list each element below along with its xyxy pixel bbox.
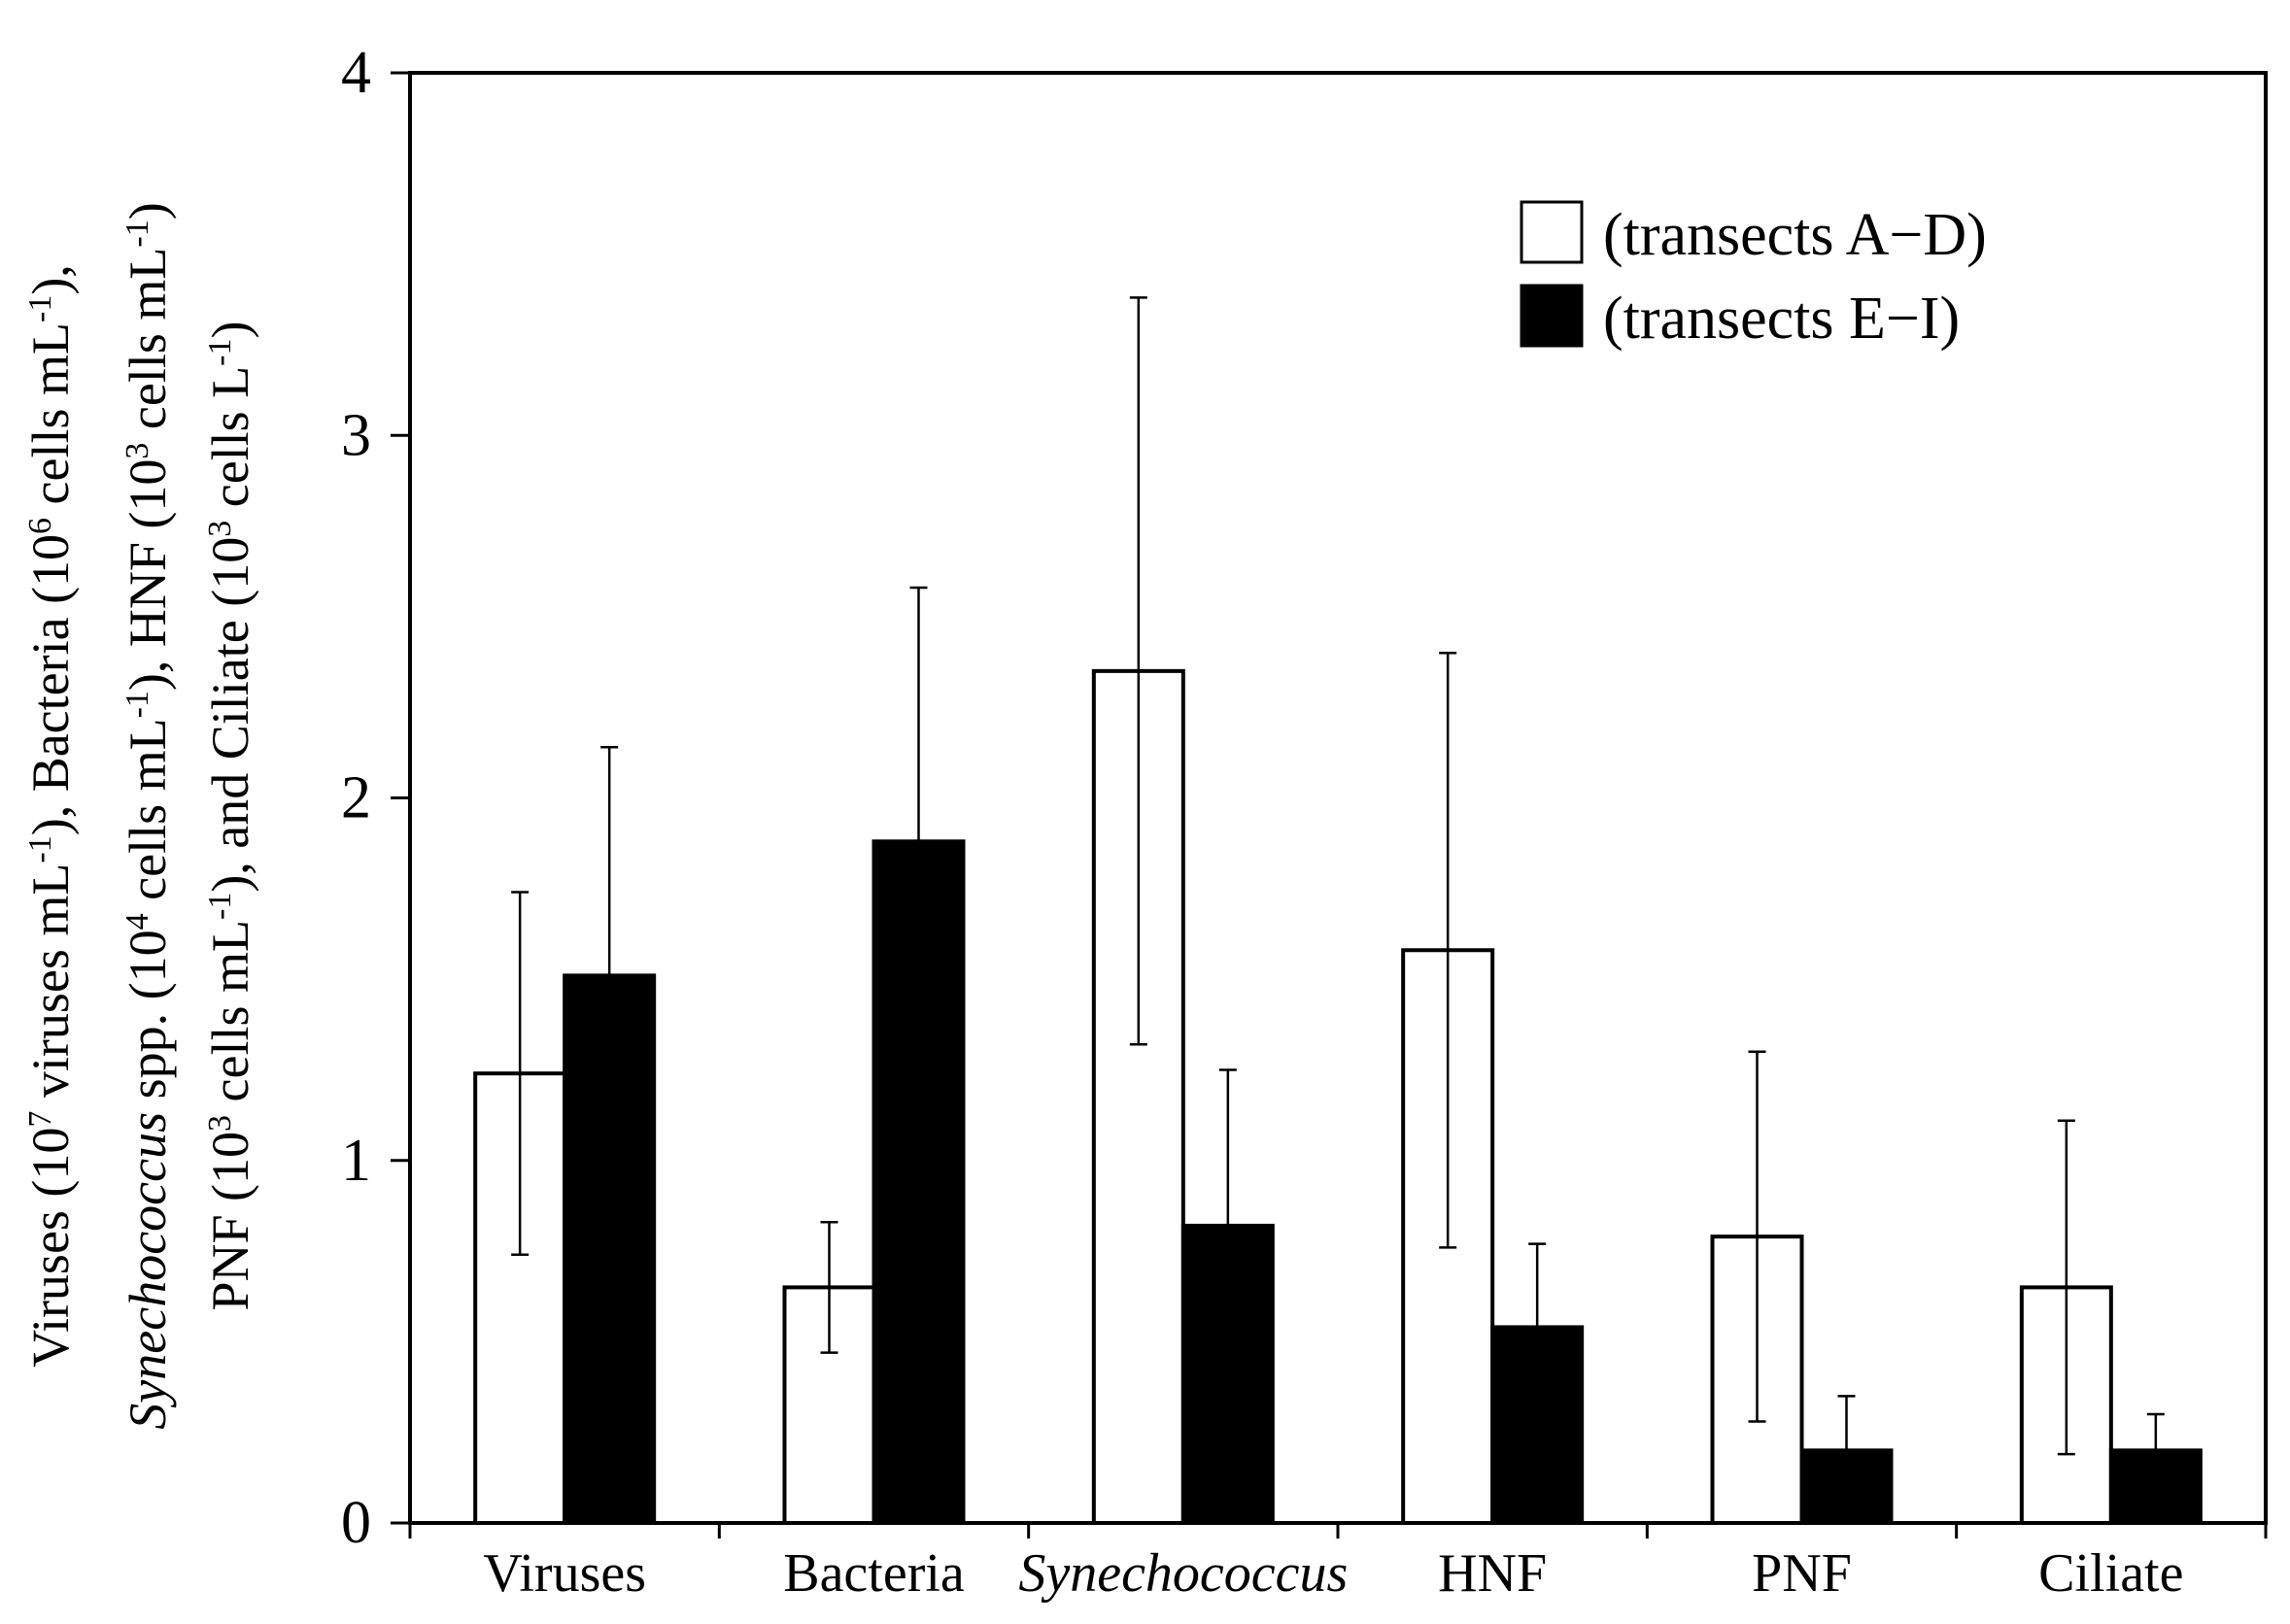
error-bar [1528,1242,1547,1412]
error-bar [909,586,928,1097]
error-bar [820,1220,838,1354]
error-bar [1748,1050,1766,1423]
y-tick-label: 2 [341,765,371,831]
legend: (transects A−D) (transects E−I) [1520,200,1987,352]
legend-swatch [1520,200,1584,264]
legend-label: (transects E−I) [1603,286,1960,352]
y-axis: 0 1 2 3 4 [341,40,410,1556]
legend-label: (transects A−D) [1603,202,1987,268]
x-category-label: Synechococcus [1018,1543,1348,1604]
error-bar [1439,651,1457,1249]
y-axis-label: Viruses (107 viruses mL-1), Bacteria (10… [21,202,259,1429]
y-axis-label-line: Viruses (107 viruses mL-1), Bacteria (10… [21,264,80,1368]
x-category-label: HNF [1438,1543,1547,1604]
plot-frame [408,71,2268,1525]
x-category-label: Ciliate [2038,1543,2183,1604]
y-axis-label-line: Synechococcus spp. (104 cells mL-1), HNF… [119,202,177,1429]
x-axis: Viruses Bacteria Synechococcus HNF PNF Ciliat… [408,1523,2268,1604]
error-bar [2057,1119,2075,1456]
y-tick-label: 0 [341,1490,371,1556]
x-category-label: Viruses [483,1543,646,1604]
error-bar [511,891,530,1257]
x-category-label: PNF [1752,1543,1852,1604]
error-bar [1218,1068,1237,1383]
error-bar [1837,1395,1856,1506]
y-tick-label: 3 [341,402,371,468]
y-axis-label-line: PNF (103 cells mL-1), and Ciliate (103 c… [201,321,259,1311]
bars [473,668,2203,1526]
error-bar [1129,296,1147,1046]
error-bar [2146,1412,2165,1488]
y-tick-label: 1 [341,1128,371,1194]
x-category-label: Bacteria [783,1543,965,1604]
legend-swatch [1520,284,1584,348]
y-tick-label: 4 [341,40,371,106]
error-bars [511,296,2165,1506]
error-bar [600,745,619,1205]
